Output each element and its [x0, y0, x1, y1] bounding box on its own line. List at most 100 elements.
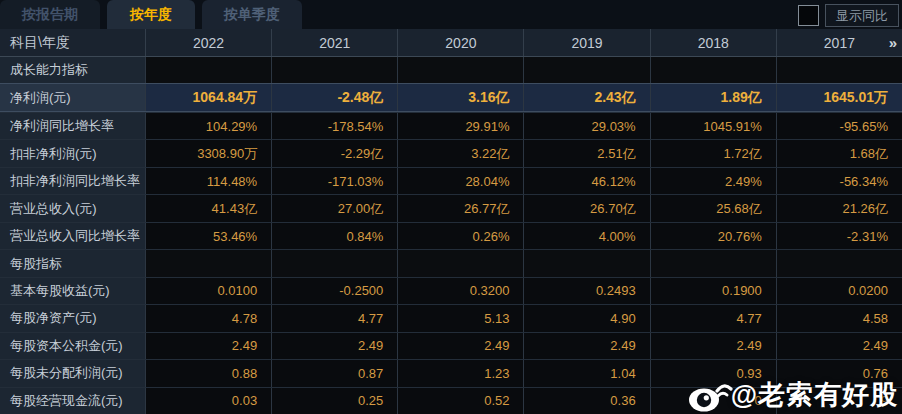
period-tabbar: 按报告期按年度按单季度 显示同比	[0, 0, 902, 29]
value-cell: 4.77	[650, 305, 776, 331]
value-cell: 1.72亿	[650, 140, 776, 166]
value-cell: -95.65%	[776, 113, 902, 139]
value-cell	[523, 57, 649, 83]
row-label: 每股经营现金流(元)	[0, 388, 145, 414]
value-cell	[397, 250, 523, 276]
value-cell: 2.49	[271, 333, 397, 359]
table-row: 每股经营现金流(元)0.030.250.520.3609	[0, 387, 902, 414]
value-cell: 2.49	[650, 333, 776, 359]
table-row: 净利润同比增长率104.29%-178.54%29.91%29.03%1045.…	[0, 112, 902, 139]
table-row: 每股资本公积金(元)2.492.492.492.492.492.49	[0, 332, 902, 359]
value-cell: 114.48%	[145, 168, 271, 194]
value-cell: 1064.84万	[145, 84, 271, 110]
value-cell: -2.48亿	[271, 84, 397, 110]
value-cell: 0.26%	[397, 223, 523, 249]
value-cell: 20.76%	[650, 223, 776, 249]
value-cell: 3.22亿	[397, 140, 523, 166]
value-cell	[523, 250, 649, 276]
value-cell: 1.23	[397, 360, 523, 386]
value-cell: 0.0100	[145, 278, 271, 304]
value-cell: 104.29%	[145, 113, 271, 139]
value-cell: 0.25	[271, 388, 397, 414]
value-cell: 0.03	[145, 388, 271, 414]
value-cell: 29.03%	[523, 113, 649, 139]
value-cell: -56.34%	[776, 168, 902, 194]
table-row: 净利润(元)1064.84万-2.48亿3.16亿2.43亿1.89亿1645.…	[0, 83, 902, 111]
value-cell: 4.00%	[523, 223, 649, 249]
table-body: 成长能力指标净利润(元)1064.84万-2.48亿3.16亿2.43亿1.89…	[0, 57, 902, 414]
value-cell: 0.84%	[271, 223, 397, 249]
year-header-2019: 2019	[523, 29, 649, 56]
value-cell: 2.51亿	[523, 140, 649, 166]
value-cell: 0.36	[523, 388, 649, 414]
value-cell: -178.54%	[271, 113, 397, 139]
value-cell: 26.77亿	[397, 195, 523, 221]
row-label: 每股净资产(元)	[0, 305, 145, 331]
value-cell: 1.04	[523, 360, 649, 386]
show-yoy-checkbox[interactable]	[798, 5, 819, 26]
value-cell: -0.2500	[271, 278, 397, 304]
year-header-2018: 2018	[650, 29, 776, 56]
value-cell: 0.52	[397, 388, 523, 414]
value-cell: 27.00亿	[271, 195, 397, 221]
section-row: 每股指标	[0, 249, 902, 276]
value-cell: -2.29亿	[271, 140, 397, 166]
value-cell	[145, 57, 271, 83]
value-cell: 0.93	[650, 360, 776, 386]
value-cell: 26.70亿	[523, 195, 649, 221]
more-years-icon[interactable]: »	[889, 33, 895, 50]
tab-annual[interactable]: 按年度	[107, 0, 195, 29]
value-cell: 4.58	[776, 305, 902, 331]
row-label: 扣非净利润(元)	[0, 140, 145, 166]
value-cell: 0.3200	[397, 278, 523, 304]
value-cell: 1.89亿	[650, 84, 776, 110]
value-cell: 4.78	[145, 305, 271, 331]
tabbar-controls: 显示同比	[798, 0, 902, 29]
table-row: 营业总收入(元)41.43亿27.00亿26.77亿26.70亿25.68亿21…	[0, 194, 902, 221]
value-cell: 28.04%	[397, 168, 523, 194]
value-cell	[776, 57, 902, 83]
section-row: 成长能力指标	[0, 57, 902, 83]
value-cell: 2.49	[523, 333, 649, 359]
value-cell: 3.16亿	[397, 84, 523, 110]
value-cell	[650, 250, 776, 276]
row-label: 每股指标	[0, 250, 145, 276]
value-cell: 25.68亿	[650, 195, 776, 221]
value-cell: 2.49	[397, 333, 523, 359]
value-cell: 0.88	[145, 360, 271, 386]
year-header-2017: 2017»	[776, 29, 902, 56]
value-cell: 46.12%	[523, 168, 649, 194]
table-row: 营业总收入同比增长率53.46%0.84%0.26%4.00%20.76%-2.…	[0, 222, 902, 249]
value-cell: 9	[776, 388, 902, 414]
value-cell: 29.91%	[397, 113, 523, 139]
row-label: 营业总收入同比增长率	[0, 223, 145, 249]
table-row: 基本每股收益(元)0.0100-0.25000.32000.24930.1900…	[0, 277, 902, 304]
show-yoy-button[interactable]: 显示同比	[825, 4, 899, 27]
financial-table: 科目\年度 202220212020201920182017» 成长能力指标净利…	[0, 29, 902, 414]
value-cell	[650, 57, 776, 83]
value-cell: 0.76	[776, 360, 902, 386]
value-cell	[776, 250, 902, 276]
row-label: 扣非净利润同比增长率	[0, 168, 145, 194]
row-label: 净利润(元)	[0, 84, 145, 110]
row-label: 基本每股收益(元)	[0, 278, 145, 304]
value-cell: 2.49	[776, 333, 902, 359]
year-header-2022: 2022	[145, 29, 271, 56]
value-cell: 1.68亿	[776, 140, 902, 166]
tab-report-period[interactable]: 按报告期	[0, 0, 100, 29]
year-header-2021: 2021	[271, 29, 397, 56]
value-cell: 4.90	[523, 305, 649, 331]
value-cell: 1645.01万	[776, 84, 902, 110]
table-row: 每股净资产(元)4.784.775.134.904.774.58	[0, 304, 902, 331]
value-cell: -2.31%	[776, 223, 902, 249]
row-label: 成长能力指标	[0, 57, 145, 83]
value-cell	[145, 250, 271, 276]
row-label: 营业总收入(元)	[0, 195, 145, 221]
value-cell: 2.49%	[650, 168, 776, 194]
table-header-row: 科目\年度 202220212020201920182017»	[0, 29, 902, 57]
value-cell: 2.43亿	[523, 84, 649, 110]
value-cell	[397, 57, 523, 83]
row-label: 每股资本公积金(元)	[0, 333, 145, 359]
tab-single-quarter[interactable]: 按单季度	[202, 0, 302, 29]
table-row: 扣非净利润(元)3308.90万-2.29亿3.22亿2.51亿1.72亿1.6…	[0, 139, 902, 166]
